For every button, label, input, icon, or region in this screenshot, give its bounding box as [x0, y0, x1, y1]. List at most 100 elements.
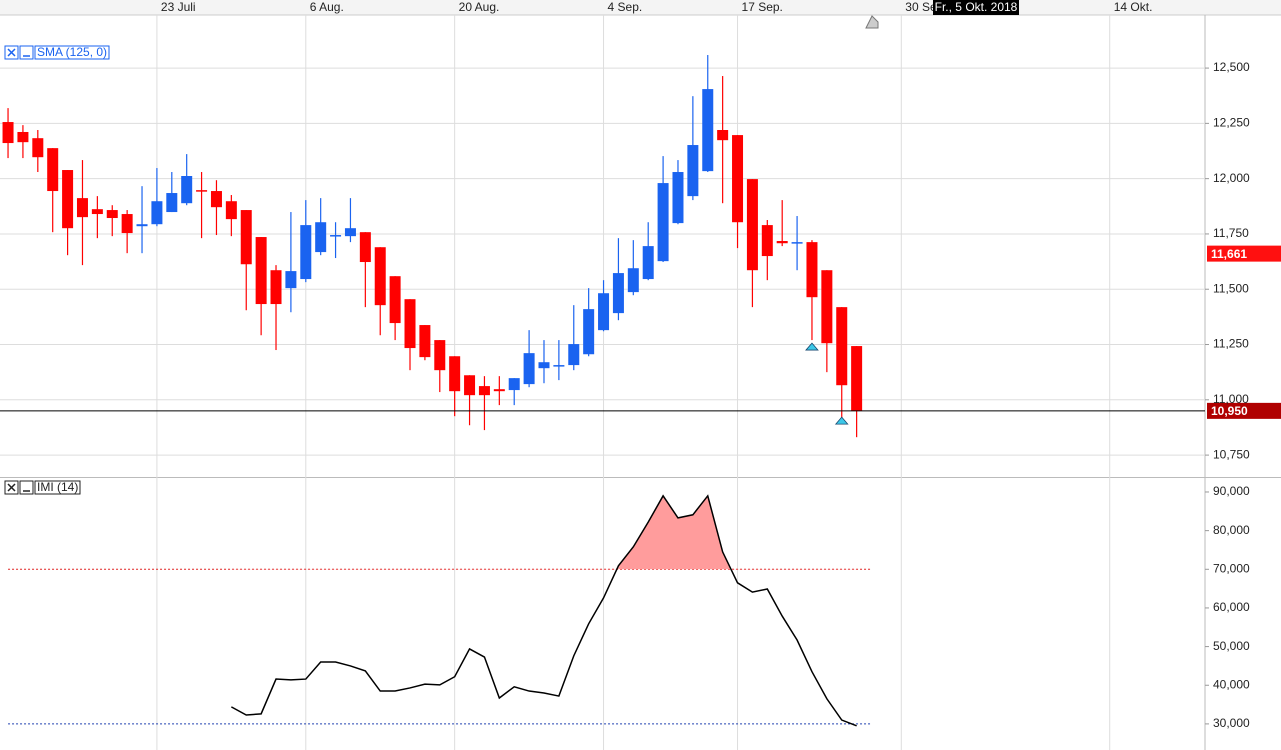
signal-arrow — [834, 416, 849, 425]
y-tick-label: 60,000 — [1213, 600, 1250, 614]
candle-body — [2, 122, 14, 144]
price-marker-label: 10,950 — [1211, 404, 1248, 418]
candle-body — [255, 237, 267, 305]
candle-body — [493, 389, 505, 392]
candle-body — [419, 325, 431, 358]
candle-body — [121, 214, 133, 234]
candle-body — [196, 190, 208, 192]
y-tick-label: 40,000 — [1213, 677, 1250, 691]
signal-arrow — [805, 342, 819, 351]
candle-body — [687, 145, 699, 197]
y-tick-label: 90,000 — [1213, 484, 1250, 498]
candle-body — [240, 210, 252, 265]
y-tick-label: 80,000 — [1213, 523, 1250, 537]
candle-body — [851, 346, 863, 411]
candle-body — [359, 232, 371, 263]
candle-body — [47, 148, 59, 192]
candle-body — [17, 131, 29, 143]
candle-body — [374, 247, 386, 306]
candle-body — [404, 299, 416, 349]
candle-body — [538, 362, 550, 369]
candle-body — [508, 378, 520, 391]
marks — [0, 55, 1281, 727]
candle-body — [449, 356, 461, 392]
legend-top: SMA (125, 0) — [4, 45, 110, 60]
price-marker-label: 11,661 — [1211, 247, 1247, 261]
legend-text: SMA (125, 0) — [37, 45, 107, 59]
candle-body — [523, 353, 535, 385]
candle-body — [166, 193, 178, 213]
x-tick-label: 14 Okt. — [1114, 0, 1153, 14]
y-tick-label: 12,000 — [1213, 171, 1250, 185]
candle-body — [32, 138, 44, 158]
x-tick-label: 17 Sep. — [742, 0, 783, 14]
candle-body — [91, 209, 103, 215]
y-tick-label: 10,750 — [1213, 447, 1250, 461]
candle-body — [642, 246, 654, 280]
candle-body — [136, 224, 148, 227]
imi-line — [230, 494, 857, 727]
candle-body — [151, 201, 163, 225]
close-icon-x — [7, 48, 16, 57]
candle-body — [434, 340, 446, 371]
candle-body — [106, 210, 118, 219]
candle-body — [627, 268, 639, 293]
candle-body — [836, 307, 848, 386]
legend-text: IMI (14) — [37, 480, 78, 494]
candle-body — [330, 235, 342, 237]
x-tick-label: 23 Juli — [161, 0, 196, 14]
candle-body — [746, 179, 758, 271]
scroll-marker[interactable] — [865, 15, 879, 29]
candle-body — [389, 276, 401, 324]
y-tick-label: 50,000 — [1213, 639, 1250, 653]
candle-body — [732, 135, 744, 223]
candle-body — [285, 271, 297, 289]
candle-body — [776, 241, 788, 244]
candle-body — [717, 130, 729, 141]
candle-body — [181, 176, 193, 204]
candle-body — [657, 183, 669, 262]
candle-body — [761, 225, 773, 257]
candle-body — [210, 191, 222, 208]
minimize-icon[interactable] — [19, 45, 34, 60]
candle-body — [583, 309, 595, 355]
candle-body — [344, 228, 356, 237]
y-tick-label: 12,250 — [1213, 116, 1250, 130]
price-marker — [1207, 245, 1281, 262]
candle-body — [553, 365, 565, 367]
candle-body — [478, 386, 490, 396]
y-tick-label: 11,250 — [1213, 337, 1249, 351]
labels: 23 Juli 6 Aug. 20 Aug. 4 Sep. 17 Sep. 30 Sep.… — [161, 0, 1250, 730]
candle-body — [702, 89, 714, 172]
y-tick-label: 11,750 — [1213, 226, 1249, 240]
overbought-fill — [231, 495, 857, 570]
grid — [0, 15, 1209, 750]
candle-body — [62, 170, 74, 229]
close-icon-x — [7, 483, 16, 492]
candle-body — [612, 273, 624, 314]
y-tick-label: 12,500 — [1213, 60, 1250, 74]
candle-body — [270, 270, 282, 305]
legend-box — [34, 45, 110, 60]
price-marker — [1207, 402, 1281, 419]
minimize-icon[interactable] — [19, 480, 34, 495]
x-tick-label: 20 Aug. — [459, 0, 500, 14]
candle-body — [791, 242, 803, 244]
crosshair-label: Fr., 5 Okt. 2018 — [935, 0, 1018, 14]
legend-bottom: IMI (14) — [4, 480, 81, 495]
candle-body — [821, 270, 833, 344]
candle-body — [568, 344, 580, 366]
y-tick-label: 30,000 — [1213, 716, 1250, 730]
candle-body — [672, 172, 684, 224]
x-tick-label: 4 Sep. — [608, 0, 643, 14]
y-tick-label: 70,000 — [1213, 561, 1250, 575]
candle-body — [225, 201, 237, 220]
candle-body — [464, 375, 476, 396]
legend-box — [34, 480, 81, 495]
y-tick-label: 11,500 — [1213, 281, 1249, 295]
candle-body — [76, 198, 88, 218]
x-tick-label: 6 Aug. — [310, 0, 344, 14]
crosshair-box — [933, 0, 1019, 15]
